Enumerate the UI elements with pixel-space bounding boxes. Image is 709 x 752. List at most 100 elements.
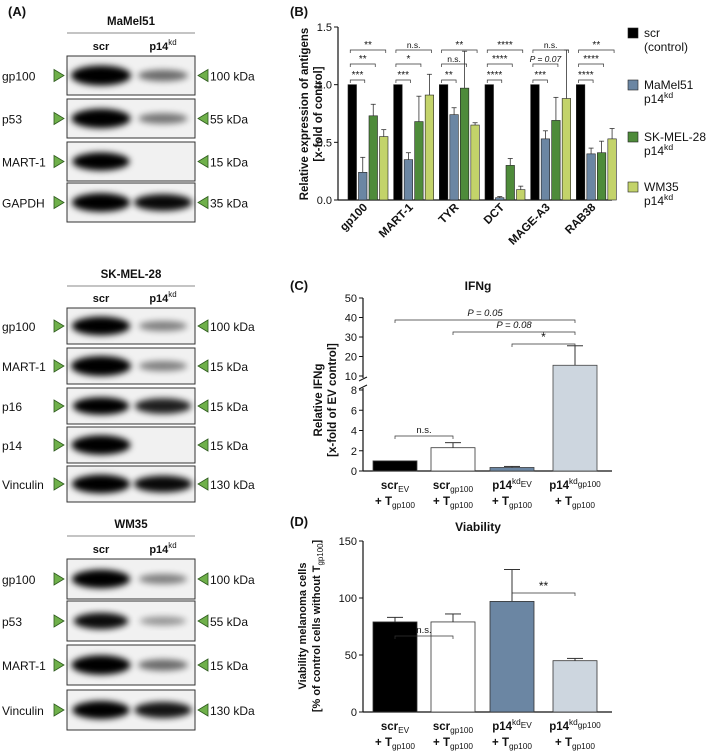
green-arrow-left-icon <box>197 572 209 586</box>
lane-label-scr: scr <box>93 293 110 305</box>
green-arrow-left-icon <box>197 399 209 413</box>
green-arrow-left-icon <box>197 477 209 491</box>
protein-band <box>137 69 189 82</box>
text-span: gp100 <box>578 721 601 730</box>
protein-band <box>71 356 131 376</box>
legend-entry: MaMel51 <box>644 78 694 92</box>
marker-kda: 15 kDa <box>210 156 248 170</box>
text-span: kd <box>168 38 176 47</box>
protein-name: p16 <box>2 400 22 414</box>
bar <box>403 159 413 201</box>
green-arrow-right-icon <box>53 438 65 452</box>
significance-label: n.s. <box>416 625 431 636</box>
legend-entry-2: p14kd <box>644 192 673 208</box>
legend-swatch <box>627 27 639 39</box>
bar <box>551 120 561 201</box>
legend-entry: WM35 <box>644 180 679 194</box>
x-category-label-2: + Tgp100 <box>555 737 595 751</box>
green-arrow-left-icon <box>197 319 209 333</box>
significance-label: P = 0.08 <box>496 320 532 331</box>
marker-kda: 130 kDa <box>210 704 255 718</box>
x-category-label: scrgp100 <box>433 480 474 494</box>
text-span: gp100 <box>578 480 601 489</box>
significance-bracket <box>486 79 503 83</box>
text-span: kd <box>664 90 673 100</box>
protein-name: MART-1 <box>2 659 46 673</box>
x-category-label: MART-1 <box>377 201 416 240</box>
bar <box>424 94 434 201</box>
protein-name: Vinculin <box>2 704 44 718</box>
bar <box>347 84 357 201</box>
y-tick-label: 30 <box>345 332 357 344</box>
text-span: EV <box>521 480 533 489</box>
blot-row-vinculin: Vinculin 130 kDa <box>2 465 255 503</box>
protein-band <box>72 700 130 720</box>
protein-band <box>137 659 189 671</box>
green-arrow-right-icon <box>53 703 65 717</box>
protein-band <box>71 108 131 129</box>
blot-row-p53: p53 55 kDa <box>2 600 248 642</box>
marker-kda: 100 kDa <box>210 70 255 84</box>
blot-mamel51: MaMel51 scr p14kd gp100 100 kDa p53 55 kDa MART… <box>2 16 255 223</box>
protein-name: p14 <box>2 439 22 453</box>
protein-band <box>134 398 192 414</box>
protein-name: MART-1 <box>2 360 46 374</box>
protein-band <box>71 65 131 86</box>
bar <box>576 84 586 201</box>
protein-band <box>138 360 188 372</box>
x-category-label: p14kdEV <box>492 477 532 492</box>
y-tick-label: 0.0 <box>317 195 332 207</box>
text-span: kd <box>512 718 521 727</box>
significance-bracket <box>349 49 387 53</box>
bar-group-gp100: *******gp100 <box>338 40 389 234</box>
protein-name: gp100 <box>2 573 36 587</box>
text-span: kd <box>664 192 673 202</box>
text-span: EV <box>398 485 410 494</box>
legend-swatch <box>627 181 639 193</box>
marker-kda: 100 kDa <box>210 320 255 334</box>
protein-band <box>138 573 188 585</box>
protein-band <box>73 612 129 630</box>
text-span: kd <box>168 290 176 299</box>
significance-bracket <box>441 49 478 53</box>
green-arrow-right-icon <box>53 359 65 373</box>
legend-entry-2: (control) <box>644 40 688 54</box>
text-span: + T <box>375 496 392 508</box>
protein-name: p53 <box>2 615 22 629</box>
protein-band <box>72 397 130 415</box>
bar <box>540 138 550 201</box>
lane-label-p14kd: p14kd <box>149 290 176 305</box>
y-tick-label: 20 <box>345 352 357 364</box>
bar <box>470 124 480 201</box>
x-category-label-2: + Tgp100 <box>433 737 473 751</box>
significance-label: **** <box>583 54 599 65</box>
green-arrow-right-icon <box>53 477 65 491</box>
marker-kda: 15 kDa <box>210 659 248 673</box>
text-span: p14 <box>492 480 512 492</box>
panel-c: (C) IFNg 0 2 4 6 8 10 20 30 40 50 Relative IFNg [x-fo… <box>290 278 612 510</box>
blot-row-p16: p16 15 kDa <box>2 387 248 425</box>
text-span: kd <box>569 718 578 727</box>
y-tick-label: 4 <box>351 426 357 438</box>
text-span: scr <box>433 480 451 492</box>
blot-row-gp100: gp100 100 kDa <box>2 307 255 345</box>
green-arrow-left-icon <box>197 658 209 672</box>
x-category-label: gp100 <box>338 202 370 234</box>
panel-d: (D) Viability 0 50 100 150 Viability melanoma … <box>290 514 612 751</box>
text-span: ] <box>311 540 323 544</box>
text-span: p14 <box>149 41 169 53</box>
x-category-label: scrgp100 <box>433 721 474 735</box>
x-category-label: p14kdgp100 <box>549 477 601 492</box>
significance-label: **** <box>578 70 594 81</box>
green-arrow-right-icon <box>53 658 65 672</box>
marker-kda: 15 kDa <box>210 360 248 374</box>
bar <box>552 660 598 713</box>
bar <box>530 84 540 201</box>
x-category-label: DCT <box>482 202 507 227</box>
significance-label: **** <box>492 54 508 65</box>
panel-b-label: (B) <box>290 4 308 19</box>
panel-c-label: (C) <box>290 278 308 293</box>
green-arrow-left-icon <box>197 438 209 452</box>
blot-row-vinculin: Vinculin 130 kDa <box>2 689 255 731</box>
